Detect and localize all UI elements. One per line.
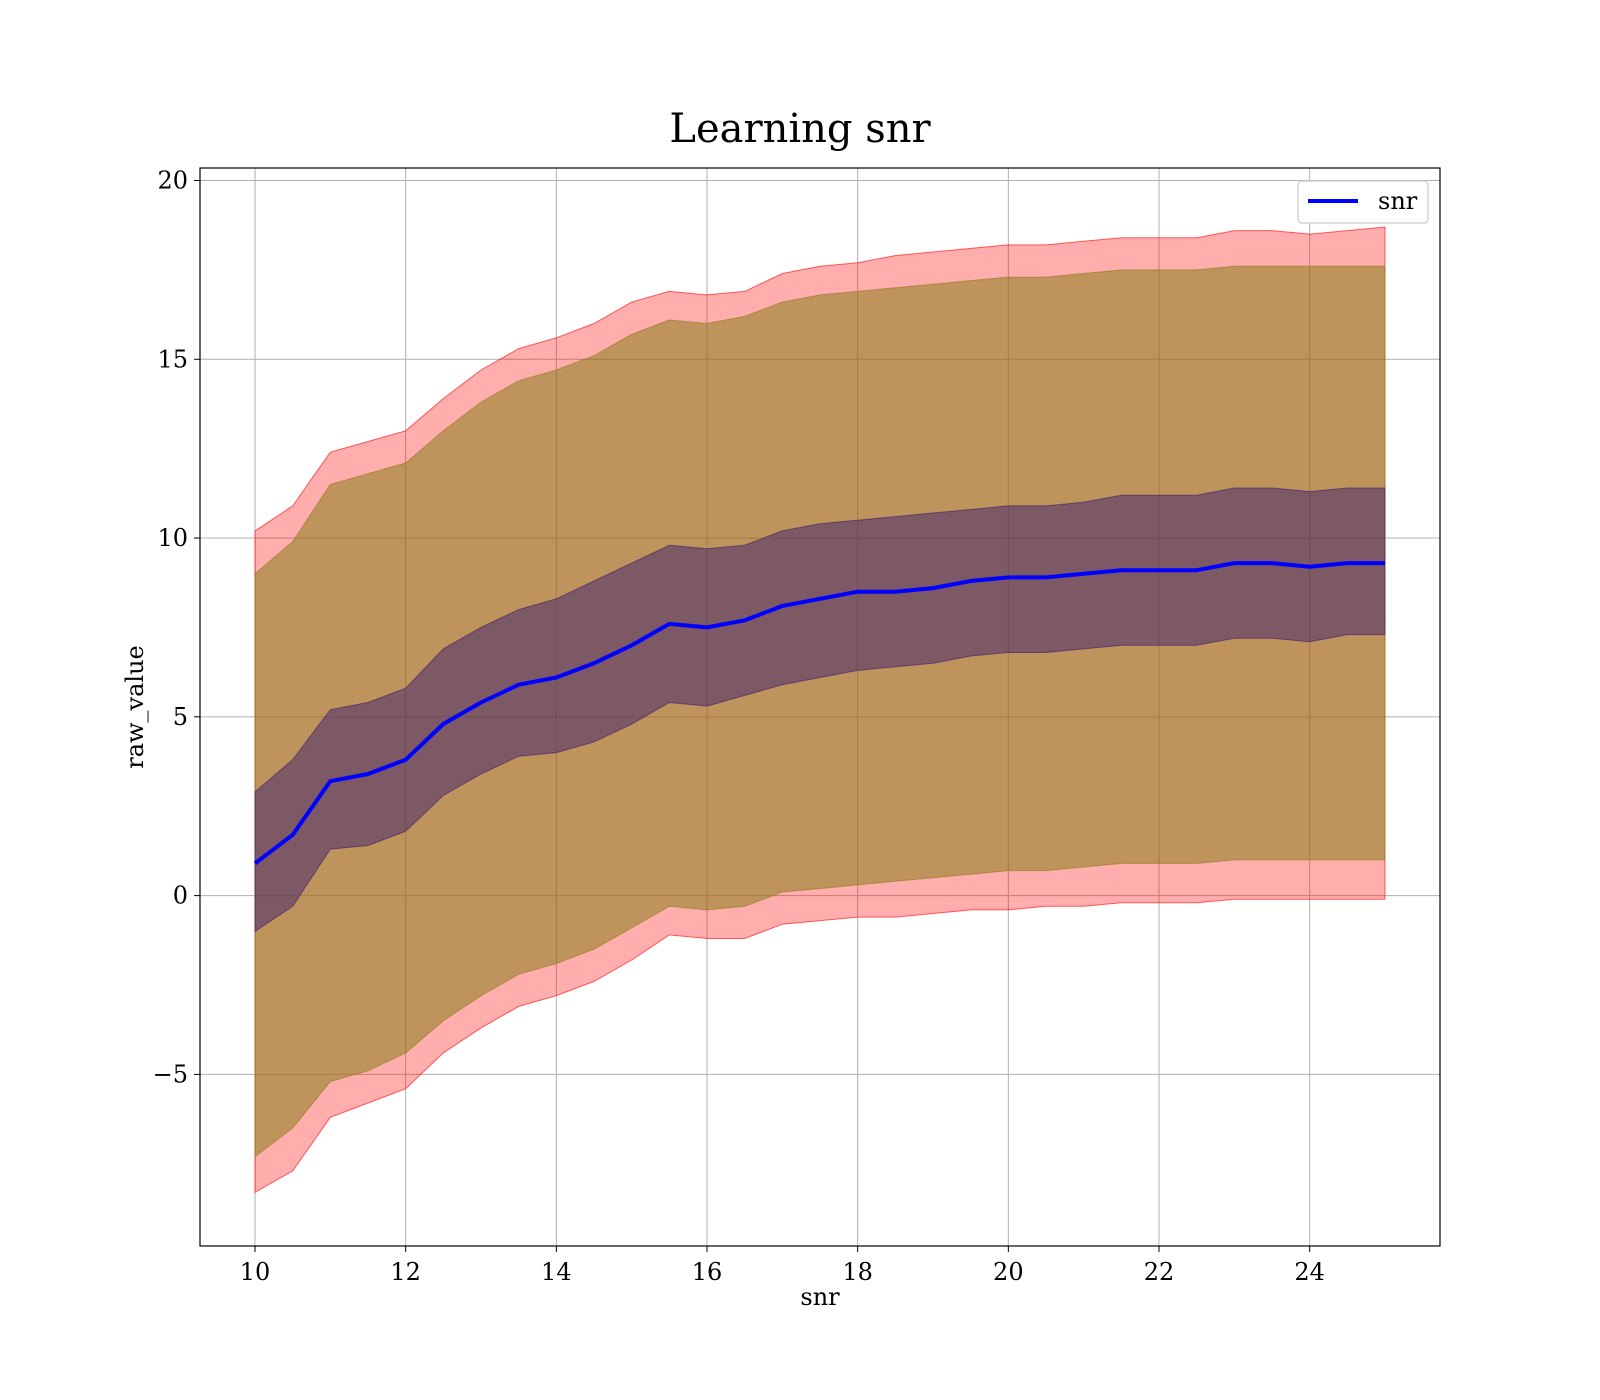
y-tick-label: −5 <box>153 1060 188 1088</box>
line-layer <box>253 561 1385 865</box>
legend-box <box>1297 180 1429 224</box>
band-layer <box>254 226 1386 1194</box>
x-tick-label: 10 <box>240 1258 271 1286</box>
x-tick-label: 14 <box>541 1258 572 1286</box>
y-tick-label: 5 <box>173 703 188 731</box>
y-tick-label: 15 <box>157 345 188 373</box>
x-tick-label: 16 <box>692 1258 723 1286</box>
chart-title: Learning snr <box>669 106 931 152</box>
y-tick-label: 0 <box>173 882 188 910</box>
y-tick-label: 20 <box>157 167 188 195</box>
y-tick-label: 10 <box>157 524 188 552</box>
x-tick-label: 22 <box>1144 1258 1175 1286</box>
tick-layer: 10 12 14 16 18 20 22 24 −5 0 5 10 15 20 <box>153 167 1325 1286</box>
x-tick-label: 20 <box>993 1258 1024 1286</box>
x-axis-label: snr <box>800 1283 840 1311</box>
legend: snr <box>1297 180 1429 224</box>
x-tick-label: 18 <box>842 1258 873 1286</box>
legend-label-snr: snr <box>1378 187 1418 215</box>
x-tick-label: 12 <box>390 1258 421 1286</box>
plot-frame <box>199 167 1441 1247</box>
band-mid <box>254 265 1386 1158</box>
x-tick-label: 24 <box>1294 1258 1325 1286</box>
y-axis-label: raw_value <box>121 645 149 769</box>
series-line-snr <box>253 561 1385 865</box>
band-inner <box>254 487 1386 933</box>
